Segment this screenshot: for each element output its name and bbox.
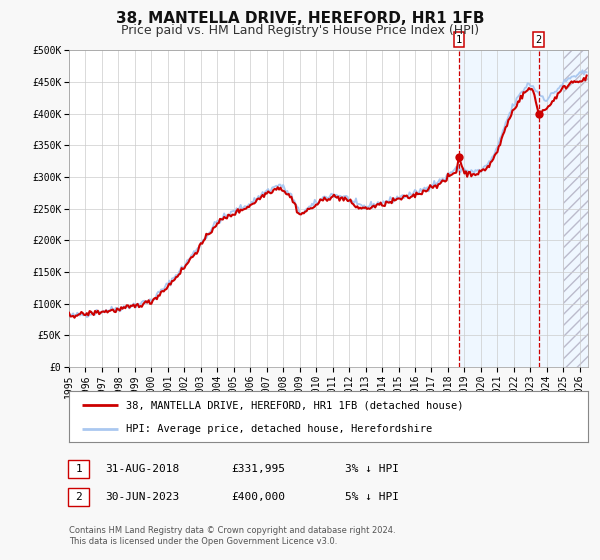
- Bar: [563, 50, 588, 367]
- Text: 2: 2: [75, 492, 82, 502]
- Bar: [459, 50, 588, 367]
- Text: £331,995: £331,995: [231, 464, 285, 474]
- Text: 38, MANTELLA DRIVE, HEREFORD, HR1 1FB: 38, MANTELLA DRIVE, HEREFORD, HR1 1FB: [116, 11, 484, 26]
- Text: This data is licensed under the Open Government Licence v3.0.: This data is licensed under the Open Gov…: [69, 537, 337, 546]
- Text: 1: 1: [456, 35, 462, 45]
- Text: 1: 1: [75, 464, 82, 474]
- Text: Contains HM Land Registry data © Crown copyright and database right 2024.: Contains HM Land Registry data © Crown c…: [69, 526, 395, 535]
- Text: 5% ↓ HPI: 5% ↓ HPI: [345, 492, 399, 502]
- Text: Price paid vs. HM Land Registry's House Price Index (HPI): Price paid vs. HM Land Registry's House …: [121, 24, 479, 37]
- Text: 30-JUN-2023: 30-JUN-2023: [105, 492, 179, 502]
- Text: 3% ↓ HPI: 3% ↓ HPI: [345, 464, 399, 474]
- Text: £400,000: £400,000: [231, 492, 285, 502]
- Text: 38, MANTELLA DRIVE, HEREFORD, HR1 1FB (detached house): 38, MANTELLA DRIVE, HEREFORD, HR1 1FB (d…: [126, 400, 464, 410]
- Text: HPI: Average price, detached house, Herefordshire: HPI: Average price, detached house, Here…: [126, 424, 433, 434]
- Text: 2: 2: [535, 35, 542, 45]
- Text: 31-AUG-2018: 31-AUG-2018: [105, 464, 179, 474]
